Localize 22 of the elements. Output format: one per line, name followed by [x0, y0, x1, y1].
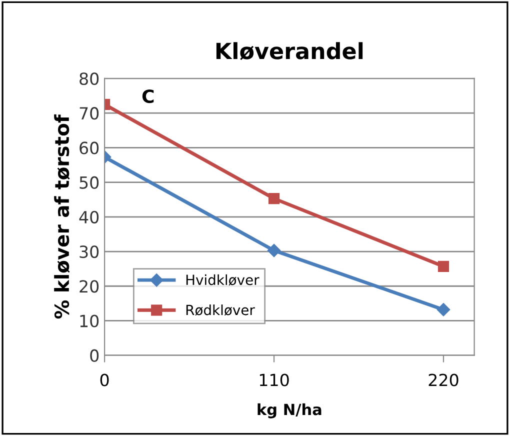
y-tick-label: 20 [80, 280, 99, 293]
chart-title: Kløverandel [216, 42, 363, 60]
y-tick-label: 60 [80, 142, 99, 154]
point [436, 303, 450, 316]
y-tick-label: 50 [80, 176, 99, 189]
point [267, 244, 281, 258]
legend-label: Rødkløver [186, 304, 255, 316]
y-tick-label: 70 [80, 107, 99, 120]
point [438, 260, 450, 272]
x-tick-label: 220 [428, 374, 458, 386]
legend-label: Hvidkløver [186, 274, 260, 286]
y-tick-label: 80 [80, 72, 99, 86]
y-tick-label: 10 [80, 314, 99, 328]
x-axis-title: kg N/ha [258, 403, 322, 418]
point [268, 193, 280, 204]
x-tick-label: 110 [260, 374, 289, 386]
annotation: C [142, 89, 154, 104]
y-tick-label: 30 [80, 245, 99, 258]
x-tick-label: 0 [100, 374, 109, 386]
y-tick-label: 0 [90, 349, 99, 362]
y-tick-label: 40 [79, 210, 99, 224]
y-axis-title: % kløver af tørstof [54, 114, 70, 319]
